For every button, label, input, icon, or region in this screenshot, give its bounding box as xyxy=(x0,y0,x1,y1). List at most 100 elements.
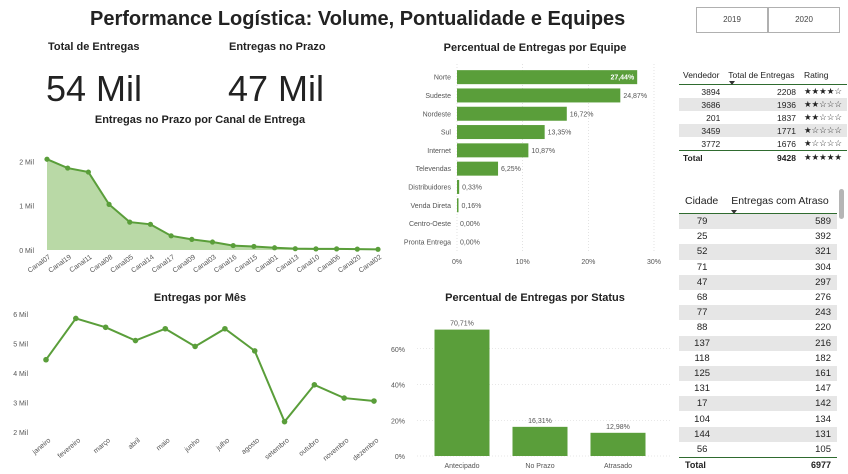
data-point xyxy=(281,418,288,425)
bar xyxy=(457,179,460,194)
table-row[interactable]: 47 297 xyxy=(679,274,837,290)
city-id: 25 xyxy=(696,231,708,243)
data-point xyxy=(375,246,381,252)
vendor-total: 1771 xyxy=(724,124,800,137)
late-count: 142 xyxy=(725,396,837,412)
total-value: 6977 xyxy=(725,457,837,471)
table-row[interactable]: 52 321 xyxy=(679,244,837,260)
rating-stars-icon: ★★☆☆☆ xyxy=(803,112,843,122)
bar xyxy=(457,198,459,213)
bar xyxy=(457,106,567,121)
vendor-id: 3894 xyxy=(701,86,721,97)
y-tick-label: 3 Mil xyxy=(13,401,28,408)
late-count: 134 xyxy=(815,413,831,425)
vendor-col-header[interactable]: Vendedor xyxy=(679,66,725,85)
area-fill xyxy=(47,159,378,250)
year-slicer-2020[interactable]: 2020 xyxy=(768,7,840,33)
month-chart-title: Entregas por Mês xyxy=(153,292,247,304)
late-count: 304 xyxy=(815,261,831,273)
table-row[interactable]: 17 142 xyxy=(679,396,837,412)
data-label: 0,00% xyxy=(460,239,480,246)
team-bar-chart[interactable]: 0% 10% 20% 30% Norte 27,44% Sudeste 24,87% Norde… xyxy=(390,58,680,278)
status-column-chart[interactable]: 0% 20% 40% 60% 70,71% Antecipado 16,31% No Praz… xyxy=(390,305,680,474)
late-count: 321 xyxy=(725,244,837,260)
data-label: 12,98% xyxy=(606,424,630,431)
table-row[interactable]: 68 276 xyxy=(679,290,837,305)
category-label: Nordeste xyxy=(423,111,452,118)
late-count: 161 xyxy=(725,365,837,382)
table-row[interactable]: 3894 2208 ★★★★☆ xyxy=(679,85,847,99)
data-label: 16,31% xyxy=(528,418,552,425)
late-count: 276 xyxy=(815,292,831,304)
table-row[interactable]: 118 182 xyxy=(679,351,837,366)
city-total-row: Total 6977 xyxy=(679,457,837,471)
y-tick-label: 2 Mil xyxy=(13,430,28,437)
vendor-table: Vendedor Total de Entregas Rating 3894 22… xyxy=(679,66,847,164)
data-label: 27,44% xyxy=(610,75,635,82)
total-deliveries-col-header[interactable]: Total de Entregas xyxy=(724,66,800,85)
data-label: 0,33% xyxy=(462,184,482,191)
table-row[interactable]: 144 131 xyxy=(679,426,837,442)
late-deliveries-col-label: Entregas com Atraso xyxy=(731,195,829,207)
city-id: 79 xyxy=(679,213,726,230)
year-slicer-2019[interactable]: 2019 xyxy=(696,7,768,33)
x-tick-label: 10% xyxy=(516,259,530,266)
city-id: 104 xyxy=(694,413,711,425)
table-row[interactable]: 137 216 xyxy=(679,335,837,351)
table-row[interactable]: 56 105 xyxy=(679,442,837,458)
month-line-chart[interactable]: 2 Mil 3 Mil 4 Mil 5 Mil 6 Mil janeiro fevereir… xyxy=(0,305,390,474)
x-tick-label: janeiro xyxy=(31,437,52,457)
x-tick-label: No Prazo xyxy=(525,463,554,470)
city-col-header[interactable]: Cidade xyxy=(679,189,726,214)
late-count: 297 xyxy=(725,274,837,290)
data-point xyxy=(162,325,169,332)
kpi-total-value: 54 Mil xyxy=(46,68,143,109)
table-row[interactable]: 71 304 xyxy=(679,260,837,275)
table-row[interactable]: 104 134 xyxy=(679,411,837,426)
table-row[interactable]: 77 243 xyxy=(679,305,837,321)
bar xyxy=(457,143,529,158)
table-row[interactable]: 79 589 xyxy=(679,213,837,230)
y-tick-label: 0 Mil xyxy=(19,248,34,255)
table-row[interactable]: 25 392 xyxy=(679,229,837,244)
late-deliveries-col-header[interactable]: Entregas com Atraso xyxy=(725,189,837,214)
city-id: 137 xyxy=(679,335,726,351)
table-row[interactable]: 3686 1936 ★★☆☆☆ xyxy=(679,98,847,111)
total-label: Total xyxy=(679,150,725,164)
bar xyxy=(457,125,545,140)
y-tick-label: 40% xyxy=(391,383,405,390)
late-count: 392 xyxy=(815,231,831,243)
data-point xyxy=(354,246,360,252)
table-row[interactable]: 131 147 xyxy=(679,381,837,396)
data-point xyxy=(271,245,278,251)
total-value: 9428 xyxy=(724,150,800,164)
data-label: 13,35% xyxy=(548,130,572,137)
rating-stars-icon: ★★★★☆ xyxy=(803,86,843,96)
rating-stars-icon: ★☆☆☆☆ xyxy=(799,124,847,137)
table-row[interactable]: 3772 1676 ★☆☆☆☆ xyxy=(679,137,847,151)
data-point xyxy=(251,348,258,354)
table-row[interactable]: 125 161 xyxy=(679,365,837,382)
city-delay-table: Cidade Entregas com Atraso 79 589 25 392 52 3… xyxy=(679,189,837,471)
late-count: 182 xyxy=(815,352,831,364)
data-label: 0,00% xyxy=(460,221,480,228)
x-tick-label: Canal02 xyxy=(358,254,383,275)
rating-col-header[interactable]: Rating xyxy=(799,66,847,85)
table-row[interactable]: 201 1837 ★★☆☆☆ xyxy=(679,111,847,124)
vendor-total: 1837 xyxy=(777,112,796,123)
data-point xyxy=(222,325,228,332)
data-point xyxy=(43,356,49,363)
table-scrollbar[interactable] xyxy=(839,189,844,219)
data-point xyxy=(209,239,216,245)
rating-stars-icon: ★☆☆☆☆ xyxy=(803,138,843,148)
table-row[interactable]: 3459 1771 ★☆☆☆☆ xyxy=(679,124,847,137)
vendor-id: 3686 xyxy=(679,98,725,111)
city-id: 118 xyxy=(694,352,710,364)
x-tick-label: junho xyxy=(183,437,201,454)
table-row[interactable]: 88 220 xyxy=(679,320,837,335)
y-tick-label: 5 Mil xyxy=(13,342,28,349)
data-point xyxy=(65,165,71,171)
total-label: Total xyxy=(679,457,726,471)
x-tick-label: julho xyxy=(215,437,232,453)
